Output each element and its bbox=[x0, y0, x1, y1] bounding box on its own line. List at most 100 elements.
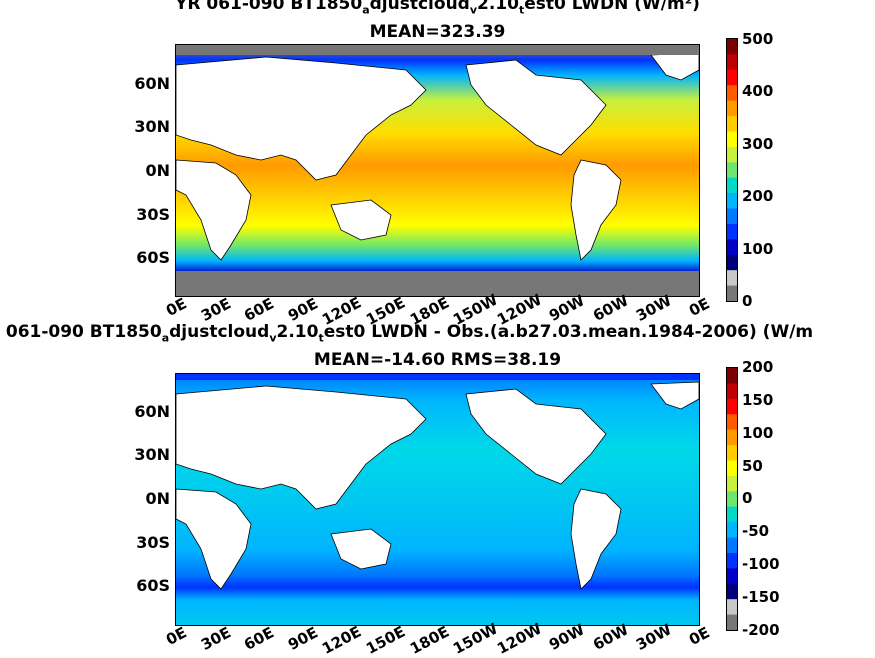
top-title-sub: t bbox=[518, 3, 525, 17]
top-title-part: djustcloud bbox=[369, 0, 470, 14]
top-lat-30s: 30S bbox=[136, 205, 170, 224]
bottom-colorbar-segment bbox=[727, 522, 737, 539]
top-lon-label: 0E bbox=[686, 294, 713, 321]
top-lon-label: 60E bbox=[241, 294, 278, 325]
bottom-colorbar-segment bbox=[727, 460, 737, 477]
top-colorbar-segment bbox=[727, 208, 737, 225]
top-cbar-100: 100 bbox=[742, 240, 774, 258]
top-lat-30n: 30N bbox=[134, 117, 170, 136]
bottom-colorbar-segment bbox=[727, 599, 737, 616]
bottom-cbar-50: 50 bbox=[742, 457, 763, 475]
bottom-cbar-0: 0 bbox=[742, 489, 753, 507]
bottom-colorbar-segment bbox=[727, 414, 737, 431]
top-colorbar-segment bbox=[727, 39, 737, 55]
bottom-map bbox=[175, 373, 700, 626]
top-colorbar-segment bbox=[727, 239, 737, 256]
top-cbar-0: 0 bbox=[742, 292, 753, 310]
top-land bbox=[176, 52, 699, 261]
top-title-part: 2.10 bbox=[477, 0, 519, 14]
top-colorbar-segment bbox=[727, 100, 737, 117]
bottom-colorbar-segment bbox=[727, 475, 737, 492]
bottom-lon-label: 60E bbox=[241, 623, 278, 654]
bottom-title-sub: t bbox=[318, 331, 324, 345]
bottom-lon-label: 180E bbox=[406, 622, 452, 658]
bottom-colorbar-segment bbox=[727, 506, 737, 523]
bottom-title-part: 2.10 bbox=[276, 322, 319, 342]
top-map-svg bbox=[176, 45, 699, 296]
top-colorbar-segment bbox=[727, 177, 737, 194]
bottom-cbar-200: 200 bbox=[742, 358, 774, 376]
bottom-colorbar-segment bbox=[727, 445, 737, 461]
bottom-colorbar-segment bbox=[727, 398, 737, 415]
bottom-cbar-neg50: -50 bbox=[742, 522, 770, 540]
bottom-colorbar-segment bbox=[727, 537, 737, 554]
bottom-colorbar-segment bbox=[727, 491, 737, 508]
bottom-arctic-band bbox=[176, 374, 699, 380]
bottom-lat-30s: 30S bbox=[136, 533, 170, 552]
bottom-lat-30n: 30N bbox=[134, 445, 170, 464]
top-lat-60n: 60N bbox=[134, 74, 170, 93]
bottom-title-sub: a bbox=[161, 331, 170, 345]
bottom-colorbar-segment bbox=[727, 614, 737, 631]
top-lat-0n: 0N bbox=[145, 161, 170, 180]
bottom-cbar-neg200: -200 bbox=[742, 621, 780, 639]
bottom-colorbar bbox=[726, 367, 738, 631]
bottom-lat-60s: 60S bbox=[136, 576, 170, 595]
top-title-sub: a bbox=[362, 3, 370, 17]
bottom-lon-label: 30E bbox=[197, 623, 234, 654]
bottom-colorbar-segment bbox=[727, 368, 737, 384]
bottom-map-svg bbox=[176, 374, 699, 625]
top-lat-60s: 60S bbox=[136, 248, 170, 267]
bottom-colorbar-segment bbox=[727, 552, 737, 569]
bottom-land bbox=[176, 381, 699, 590]
top-title-part: est0 LWDN (W/m²) bbox=[524, 0, 700, 14]
bottom-colorbar-segment bbox=[727, 568, 737, 585]
top-lon-label: 90E bbox=[284, 294, 321, 325]
bottom-cbar-neg100: -100 bbox=[742, 555, 780, 573]
bottom-cbar-neg150: -150 bbox=[742, 588, 780, 606]
top-colorbar-segment bbox=[727, 162, 737, 179]
top-colorbar-svg bbox=[727, 39, 737, 302]
bottom-colorbar-svg bbox=[727, 368, 737, 631]
bottom-colorbar-segment bbox=[727, 583, 737, 600]
top-title-part: YR 061-090 BT1850 bbox=[175, 0, 363, 14]
bottom-colorbar-segment bbox=[727, 429, 737, 446]
top-map bbox=[175, 44, 700, 297]
bottom-title-sub: v bbox=[269, 331, 277, 345]
bottom-lon-label: 150E bbox=[362, 622, 409, 658]
top-title: YR 061-090 BT1850adjustcloudv2.10test0 L… bbox=[0, 0, 875, 16]
bottom-title-part: 061-090 BT1850 bbox=[5, 322, 162, 342]
bottom-title: 061-090 BT1850adjustcloudv2.10test0 LWDN… bbox=[0, 322, 847, 344]
top-colorbar-segment bbox=[727, 116, 737, 132]
top-missing-south bbox=[176, 271, 699, 296]
bottom-lon-label: 90E bbox=[284, 623, 321, 654]
bottom-stats: MEAN=-14.60 RMS=38.19 bbox=[313, 350, 562, 370]
top-colorbar-segment bbox=[727, 85, 737, 102]
top-mean: MEAN=323.39 bbox=[369, 22, 506, 42]
top-colorbar-segment bbox=[727, 146, 737, 163]
top-colorbar-segment bbox=[727, 254, 737, 271]
top-colorbar-segment bbox=[727, 270, 737, 287]
top-colorbar-segment bbox=[727, 69, 737, 86]
top-colorbar-segment bbox=[727, 54, 737, 71]
top-lon-label: 0E bbox=[163, 294, 190, 321]
top-cbar-200: 200 bbox=[742, 187, 774, 205]
bottom-lat-60n: 60N bbox=[134, 402, 170, 421]
bottom-title-part: est0 LWDN - Obs.(a.b27.03.mean.1984-2006… bbox=[323, 322, 814, 342]
top-colorbar-segment bbox=[727, 285, 737, 302]
bottom-lon-label: 0E bbox=[686, 623, 713, 650]
top-colorbar-segment bbox=[727, 131, 737, 148]
bottom-title-part: djustcloud bbox=[169, 322, 270, 342]
top-colorbar-segment bbox=[727, 223, 737, 240]
bottom-lon-label: 120E bbox=[319, 622, 365, 658]
top-lon-label: 30E bbox=[197, 294, 234, 325]
top-colorbar bbox=[726, 38, 738, 302]
bottom-lon-label: 0E bbox=[163, 623, 190, 650]
top-missing-north bbox=[176, 45, 699, 55]
bottom-cbar-100: 100 bbox=[742, 424, 774, 442]
top-cbar-500: 500 bbox=[742, 30, 774, 48]
bottom-colorbar-segment bbox=[727, 383, 737, 400]
top-cbar-400: 400 bbox=[742, 82, 774, 100]
bottom-lat-0n: 0N bbox=[145, 489, 170, 508]
top-colorbar-segment bbox=[727, 193, 737, 210]
